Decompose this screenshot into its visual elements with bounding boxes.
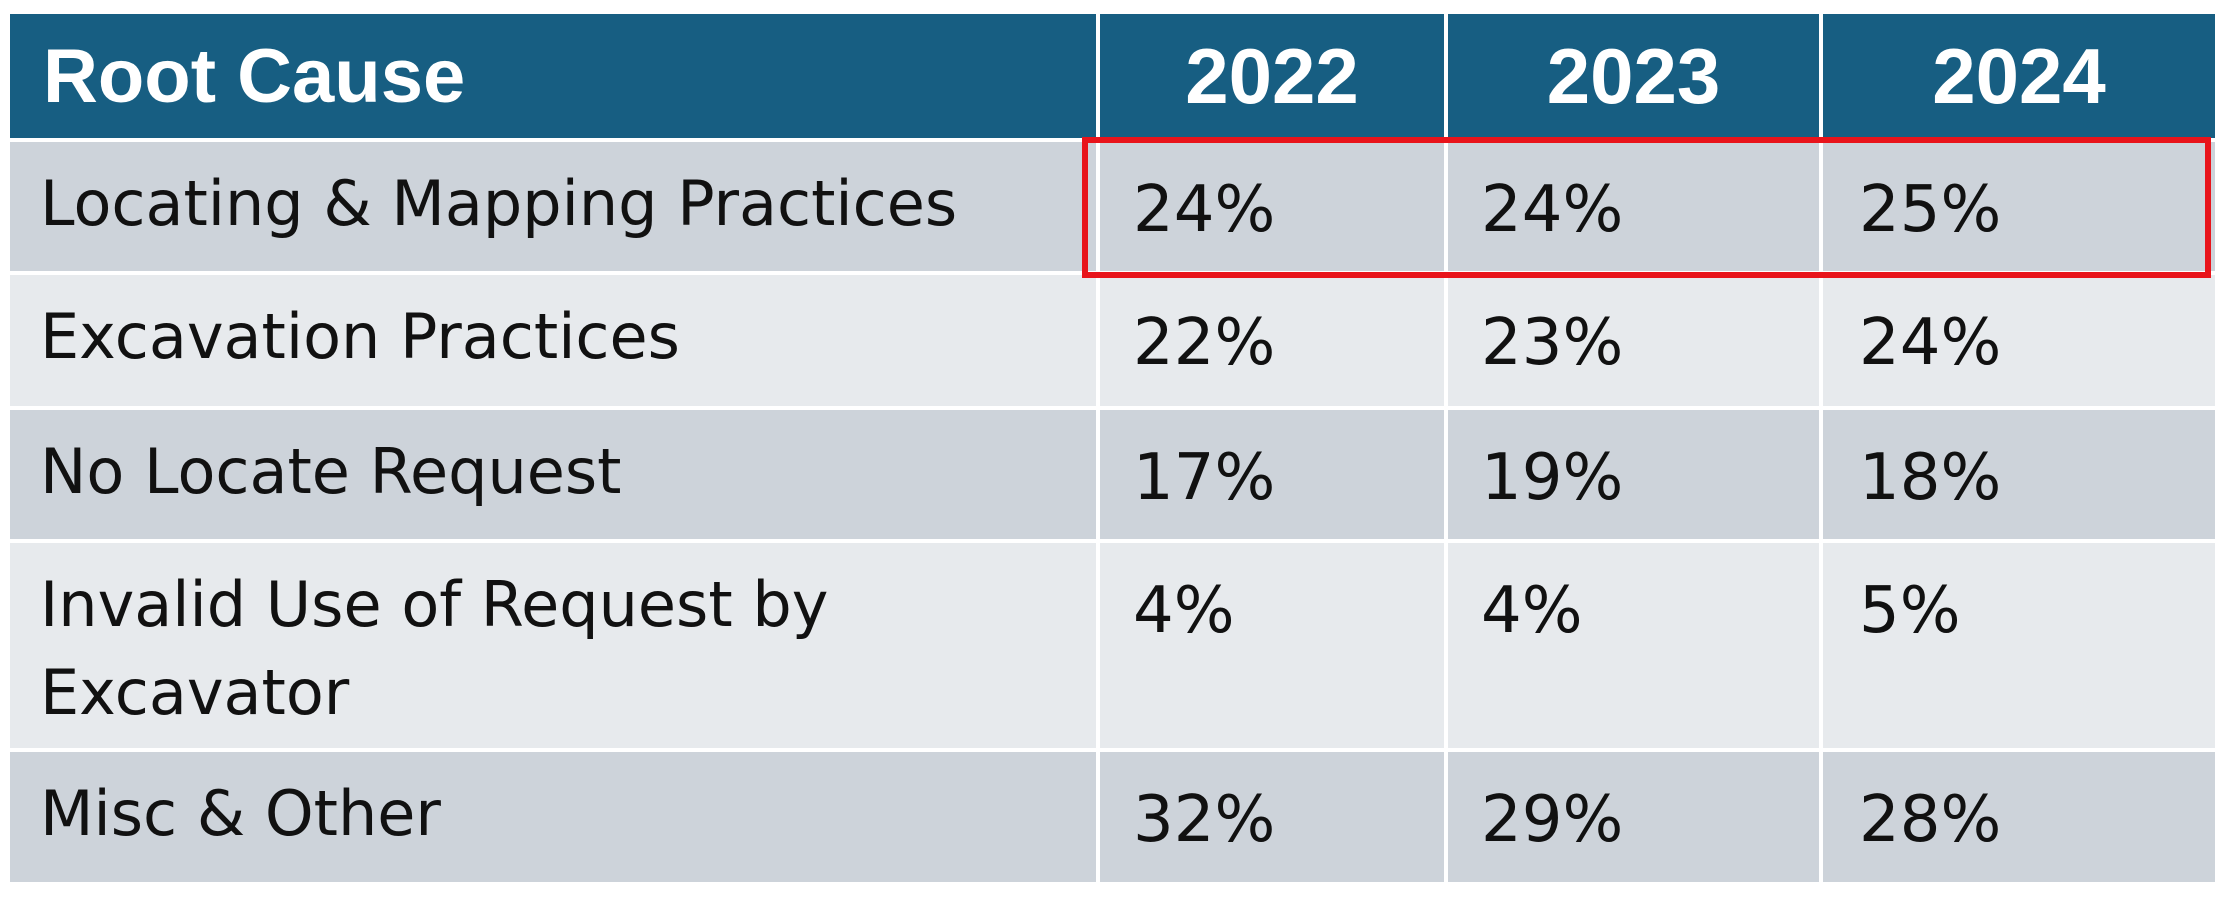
- value-cell-2023: 23%: [1444, 271, 1823, 410]
- value-cell-2022: 24%: [1096, 138, 1448, 275]
- header-row: Root Cause 2022 2023 2024: [6, 10, 2219, 142]
- root-cause-cell: No Locate Request: [6, 406, 1100, 543]
- value-cell-2023: 29%: [1444, 748, 1823, 886]
- root-cause-cell: Locating & Mapping Practices: [6, 138, 1100, 275]
- table-row-excavation: Excavation Practices 22% 23% 24%: [6, 271, 2219, 410]
- header-root-cause: Root Cause: [6, 10, 1100, 142]
- value-cell-2022: 4%: [1096, 539, 1448, 752]
- header-2022: 2022: [1096, 10, 1448, 142]
- table-body: Locating & Mapping Practices 24% 24% 25%…: [6, 138, 2219, 886]
- table-row-misc-other: Misc & Other 32% 29% 28%: [6, 748, 2219, 886]
- value-cell-2022: 17%: [1096, 406, 1448, 543]
- table-header: Root Cause 2022 2023 2024: [6, 10, 2219, 142]
- root-cause-table: Root Cause 2022 2023 2024 Locating & Map…: [6, 10, 2219, 886]
- value-cell-2023: 24%: [1444, 138, 1823, 275]
- header-2024: 2024: [1819, 10, 2219, 142]
- header-2023: 2023: [1444, 10, 1823, 142]
- value-cell-2022: 22%: [1096, 271, 1448, 410]
- root-cause-cell: Excavation Practices: [6, 271, 1100, 410]
- table-row-no-locate-request: No Locate Request 17% 19% 18%: [6, 406, 2219, 543]
- table-row-invalid-use: Invalid Use of Request by Excavator 4% 4…: [6, 539, 2219, 752]
- value-cell-2023: 19%: [1444, 406, 1823, 543]
- root-cause-table-container: Root Cause 2022 2023 2024 Locating & Map…: [6, 10, 2219, 886]
- value-cell-2024: 25%: [1819, 138, 2219, 275]
- value-cell-2022: 32%: [1096, 748, 1448, 886]
- value-cell-2024: 5%: [1819, 539, 2219, 752]
- table-row-locating-mapping: Locating & Mapping Practices 24% 24% 25%: [6, 138, 2219, 275]
- value-cell-2024: 24%: [1819, 271, 2219, 410]
- value-cell-2024: 28%: [1819, 748, 2219, 886]
- value-cell-2024: 18%: [1819, 406, 2219, 543]
- value-cell-2023: 4%: [1444, 539, 1823, 752]
- root-cause-cell: Invalid Use of Request by Excavator: [6, 539, 1100, 752]
- root-cause-cell: Misc & Other: [6, 748, 1100, 886]
